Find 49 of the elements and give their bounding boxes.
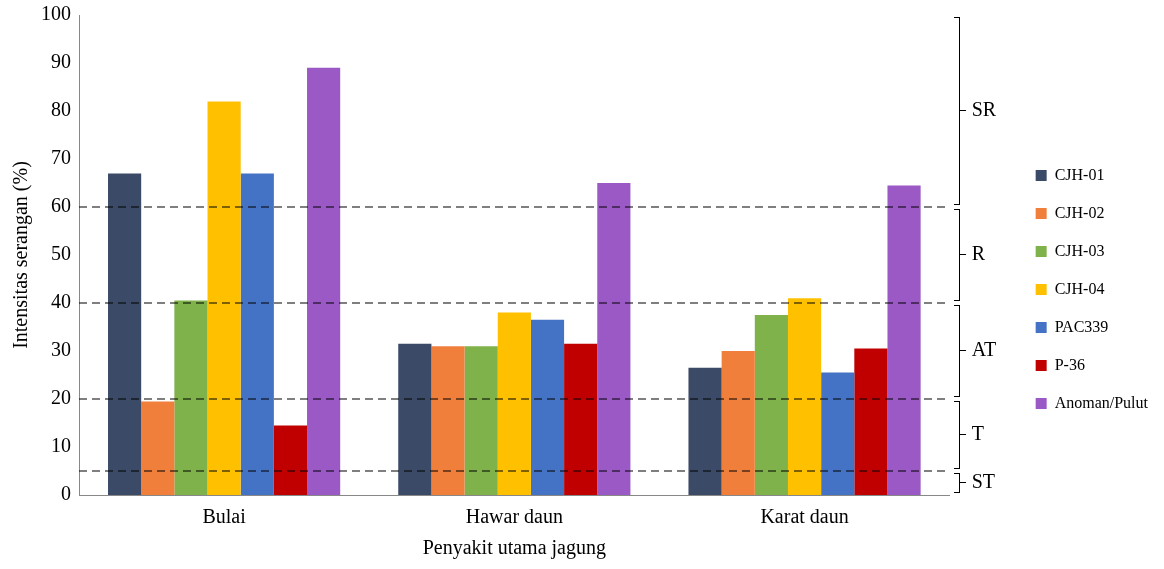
y-tick-label: 80	[51, 98, 71, 121]
x-tick-label: Karat daun	[760, 505, 849, 528]
bar	[431, 346, 465, 495]
bar	[108, 173, 142, 495]
y-tick-label: 40	[51, 290, 71, 313]
legend-label: P-36	[1054, 355, 1085, 373]
bar	[754, 315, 788, 495]
bar	[721, 351, 755, 495]
legend-label: Anoman/Pulut	[1054, 393, 1149, 411]
bar	[854, 348, 888, 495]
text: AT	[971, 338, 997, 361]
y-tick-label: 30	[51, 338, 71, 361]
y-tick-label: 0	[61, 482, 71, 505]
bar	[307, 67, 341, 495]
y-axis-title: Intensitas serangan (%)	[9, 161, 33, 349]
bar	[240, 173, 274, 495]
bar	[688, 367, 722, 495]
bar	[174, 300, 208, 495]
bar	[787, 298, 822, 495]
y-tick-label: 100	[41, 2, 71, 25]
y-tick-label: 50	[51, 242, 71, 265]
x-tick-label: Bulai	[202, 505, 247, 528]
y-tick-label: 70	[51, 146, 71, 169]
bar	[530, 319, 565, 495]
legend-label: CJH-03	[1054, 241, 1105, 259]
bar	[464, 346, 498, 495]
bar	[887, 185, 921, 495]
legend-label: CJH-01	[1054, 165, 1105, 183]
y-tick-label: 10	[51, 434, 71, 457]
bar	[398, 343, 432, 495]
legend-label: CJH-04	[1054, 279, 1105, 297]
bar	[821, 372, 855, 495]
y-tick-label: 90	[51, 50, 71, 73]
bar	[564, 343, 598, 495]
legend-label: PAC339	[1054, 317, 1109, 335]
bar	[497, 312, 531, 495]
text: ST	[971, 470, 996, 493]
x-tick-label: Hawar daun	[465, 505, 563, 528]
bar	[207, 101, 241, 495]
bar	[141, 401, 175, 495]
bar	[273, 425, 308, 495]
text: SR	[971, 98, 997, 121]
x-axis-title: Penyakit utama jagung	[422, 536, 606, 560]
y-tick-label: 20	[51, 386, 71, 409]
y-tick-label: 60	[51, 194, 71, 217]
text: R	[971, 242, 986, 265]
legend-label: CJH-02	[1054, 203, 1105, 221]
bar	[597, 183, 631, 495]
text: T	[971, 422, 984, 445]
